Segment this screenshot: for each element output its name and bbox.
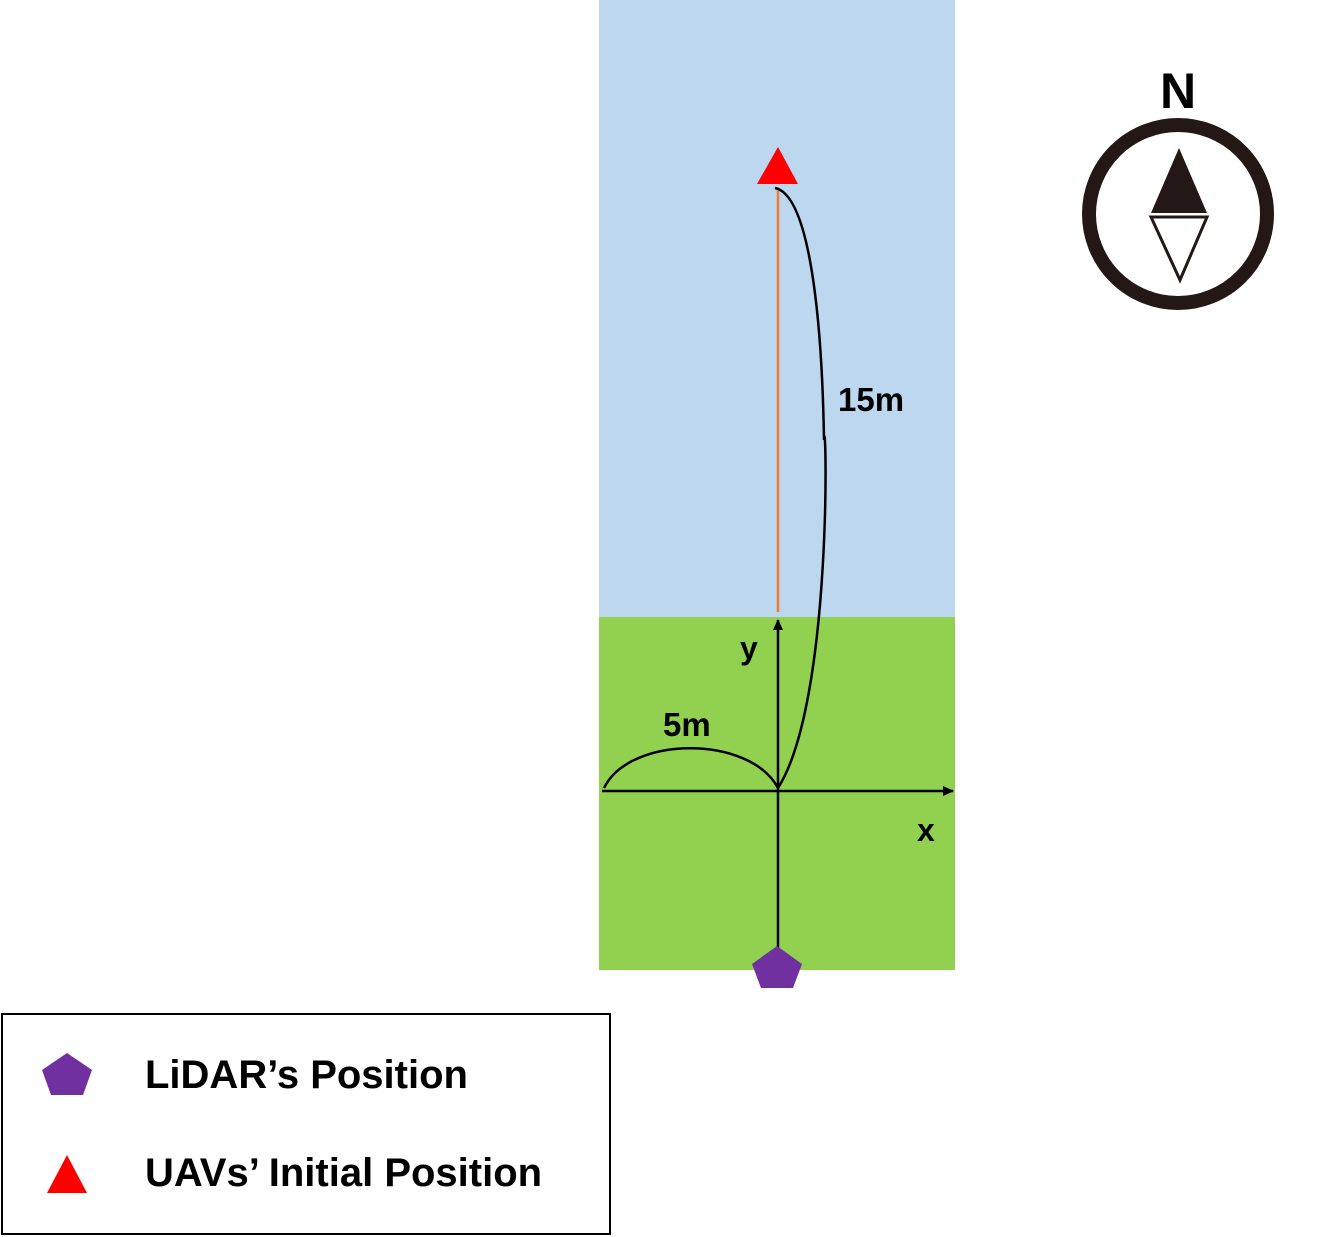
red-triangle-icon (47, 1155, 87, 1193)
distance-arc-15m (774, 186, 827, 789)
legend-label-lidar: LiDAR’s Position (145, 1053, 468, 1097)
lidar-position-icon (752, 946, 802, 988)
compass-north-label: N (1160, 63, 1196, 119)
y-axis-label: y (740, 630, 758, 666)
legend: LiDAR’s Position UAVs’ Initial Position (1, 1013, 611, 1235)
distance-label-5m: 5m (663, 706, 711, 743)
uav-initial-position-icon (757, 147, 798, 184)
purple-pentagon-icon (42, 1053, 92, 1095)
compass-icon: N (1082, 63, 1274, 310)
distance-arc-5m (602, 747, 780, 789)
x-axis-label: x (917, 812, 935, 848)
legend-label-uav: UAVs’ Initial Position (145, 1151, 543, 1195)
distance-label-15m: 15m (838, 381, 904, 418)
